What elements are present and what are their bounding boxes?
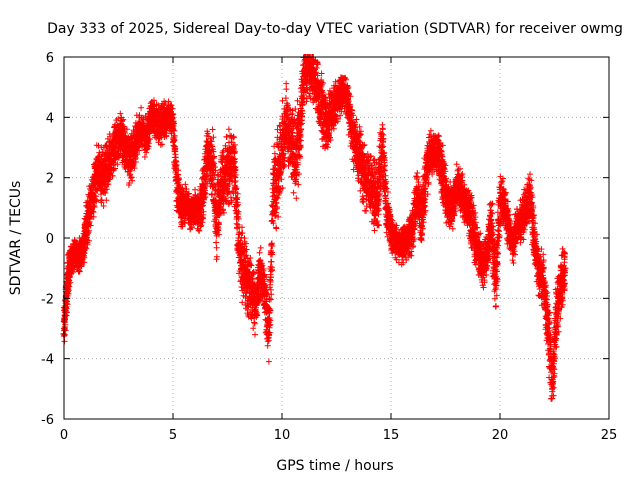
- chart-title: Day 333 of 2025, Sidereal Day-to-day VTE…: [47, 21, 623, 37]
- data-point: [268, 258, 275, 265]
- data-point: [141, 154, 148, 160]
- data-point: [225, 126, 232, 133]
- data-point: [213, 239, 220, 246]
- data-point: [271, 150, 278, 157]
- data-point: [85, 229, 92, 236]
- data-point: [67, 279, 74, 286]
- data-point: [293, 195, 300, 202]
- data-point: [182, 181, 189, 188]
- data-point: [233, 185, 240, 192]
- data-point: [85, 237, 92, 244]
- data-point: [363, 207, 370, 214]
- data-point: [371, 227, 378, 234]
- data-point: [257, 244, 264, 251]
- data-point: [64, 298, 70, 305]
- data-point: [66, 283, 73, 290]
- data-point: [290, 189, 297, 196]
- data-point: [265, 358, 272, 365]
- data-point: [93, 196, 100, 203]
- data-point: [76, 267, 83, 274]
- data-point: [252, 331, 258, 338]
- data-point: [138, 104, 145, 111]
- data-point: [256, 249, 263, 256]
- data-point: [71, 237, 78, 244]
- data-point: [84, 230, 91, 237]
- data-point: [273, 225, 280, 232]
- data-point: [76, 268, 83, 275]
- data-point: [247, 255, 254, 261]
- data-points: [60, 54, 569, 402]
- data-point: [91, 204, 98, 210]
- data-point: [283, 80, 290, 87]
- data-point: [96, 149, 103, 156]
- data-point: [87, 222, 94, 229]
- data-point: [267, 286, 274, 293]
- data-point: [213, 244, 220, 251]
- data-point: [283, 86, 290, 93]
- data-point: [90, 213, 97, 220]
- data-point: [379, 121, 386, 128]
- data-point: [64, 301, 71, 308]
- data-point: [209, 126, 216, 133]
- data-point: [81, 250, 88, 257]
- data-point: [89, 208, 96, 215]
